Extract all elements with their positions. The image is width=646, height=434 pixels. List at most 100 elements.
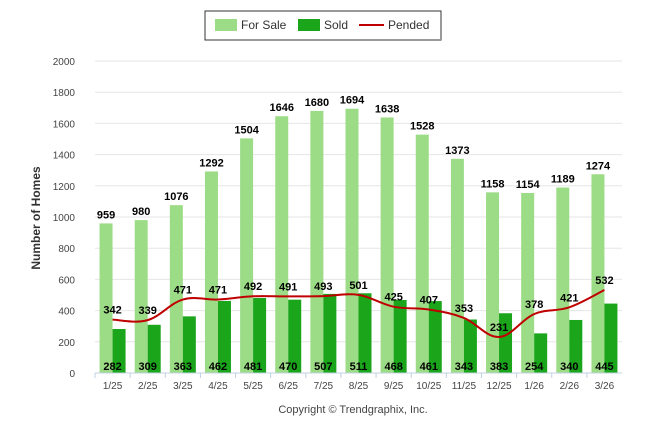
- x-tick-label: 8/25: [349, 381, 369, 392]
- data-label-pended: 492: [244, 281, 262, 293]
- bar-sold[interactable]: [112, 329, 126, 373]
- bar-sold[interactable]: [499, 313, 513, 373]
- bar-for-sale[interactable]: [556, 187, 570, 373]
- data-label-pended: 339: [139, 305, 157, 317]
- x-tick-label: 9/25: [384, 381, 404, 392]
- bar-sold[interactable]: [358, 293, 372, 373]
- bar-for-sale[interactable]: [591, 174, 605, 373]
- bar-sold[interactable]: [253, 297, 267, 373]
- y-tick-label: 400: [58, 307, 75, 318]
- legend-swatch-sold: [298, 19, 320, 31]
- bar-sold[interactable]: [288, 299, 302, 373]
- y-tick-label: 200: [58, 338, 75, 349]
- data-label-sold: 363: [174, 361, 192, 373]
- x-tick-label: 3/26: [595, 381, 615, 392]
- x-tick-label: 1/25: [103, 381, 123, 392]
- data-label-for-sale: 1274: [586, 160, 611, 172]
- data-label-for-sale: 980: [132, 206, 150, 218]
- data-label-for-sale: 1076: [164, 191, 188, 203]
- x-tick-label: 12/25: [487, 381, 512, 392]
- bar-for-sale[interactable]: [134, 220, 148, 373]
- copyright-text: Copyright © Trendgraphix, Inc.: [278, 404, 427, 416]
- data-label-for-sale: 1694: [340, 95, 365, 107]
- bar-sold[interactable]: [569, 319, 583, 373]
- y-tick-label: 1400: [53, 151, 76, 162]
- bar-for-sale[interactable]: [204, 171, 218, 373]
- legend-label-for-sale: For Sale: [241, 18, 287, 32]
- y-tick-label: 2000: [53, 57, 76, 68]
- y-tick-label: 0: [69, 369, 75, 380]
- x-tick-label: 1/26: [524, 381, 544, 392]
- data-label-sold: 507: [314, 361, 332, 373]
- bar-sold[interactable]: [217, 300, 231, 373]
- data-label-for-sale: 1504: [234, 124, 259, 136]
- x-tick-label: 6/25: [278, 381, 298, 392]
- legend-label-pended: Pended: [388, 18, 429, 32]
- data-label-pended: 532: [595, 275, 613, 287]
- y-tick-label: 600: [58, 275, 75, 286]
- bar-for-sale[interactable]: [310, 110, 324, 374]
- x-tick-label: 2/25: [138, 381, 158, 392]
- bar-for-sale[interactable]: [345, 108, 359, 374]
- legend-box: [204, 10, 442, 41]
- data-label-for-sale: 1373: [445, 145, 469, 157]
- bar-for-sale[interactable]: [380, 117, 394, 373]
- bar-for-sale[interactable]: [521, 192, 535, 373]
- data-label-sold: 254: [525, 361, 544, 373]
- data-label-for-sale: 1646: [269, 102, 293, 114]
- bar-sold[interactable]: [323, 293, 337, 373]
- data-label-pended: 421: [560, 292, 578, 304]
- bar-for-sale[interactable]: [486, 192, 500, 373]
- data-label-sold: 481: [244, 361, 262, 373]
- bar-for-sale[interactable]: [240, 138, 254, 373]
- data-label-sold: 282: [103, 361, 121, 373]
- x-tick-label: 11/25: [452, 381, 477, 392]
- bar-for-sale[interactable]: [99, 223, 113, 373]
- bar-sold[interactable]: [147, 324, 161, 373]
- line-layer: [112, 289, 605, 338]
- data-label-sold: 461: [420, 361, 438, 373]
- data-label-pended: 425: [384, 292, 402, 304]
- data-label-for-sale: 959: [97, 209, 115, 221]
- data-label-pended: 378: [525, 299, 543, 311]
- bar-sold[interactable]: [463, 319, 477, 373]
- line-pended[interactable]: [112, 289, 605, 338]
- bar-sold[interactable]: [393, 299, 407, 373]
- x-tick-label: 5/25: [243, 381, 263, 392]
- y-tick-label: 800: [58, 244, 75, 255]
- data-label-pended: 493: [314, 281, 332, 293]
- data-label-pended: 353: [455, 303, 473, 315]
- data-label-sold: 470: [279, 361, 297, 373]
- data-label-pended: 491: [279, 281, 297, 293]
- bar-for-sale[interactable]: [275, 116, 289, 373]
- data-label-for-sale: 1638: [375, 103, 399, 115]
- y-tick-label: 1000: [53, 213, 76, 224]
- x-tick-label: 7/25: [314, 381, 334, 392]
- bar-sold[interactable]: [534, 333, 548, 373]
- data-label-pended: 471: [174, 285, 192, 297]
- x-tick-label: 4/25: [208, 381, 228, 392]
- y-tick-label: 1800: [53, 88, 76, 99]
- legend[interactable]: For Sale Sold Pended: [204, 10, 442, 41]
- data-label-for-sale: 1528: [410, 121, 434, 133]
- data-label-sold: 445: [595, 361, 613, 373]
- y-tick-label: 1200: [53, 182, 76, 193]
- bar-sold[interactable]: [428, 301, 442, 373]
- data-label-sold: 340: [560, 361, 578, 373]
- bar-for-sale[interactable]: [450, 158, 464, 373]
- bar-sold[interactable]: [182, 316, 196, 373]
- bars-layer: [99, 108, 618, 374]
- labels-layer: 959 282 342 980 309 339 1076 363 471 1292 462 471 15…: [97, 95, 614, 373]
- axis-layer: 0 200 400 600 800 1000 1200 1400 1600 1800 2000 1/2…: [53, 57, 622, 392]
- data-label-sold: 309: [139, 361, 157, 373]
- data-label-for-sale: 1158: [481, 178, 505, 190]
- data-label-sold: 511: [350, 361, 368, 373]
- data-label-for-sale: 1154: [516, 179, 541, 191]
- bar-for-sale[interactable]: [169, 205, 183, 373]
- data-label-pended: 407: [420, 295, 438, 307]
- bar-sold[interactable]: [604, 303, 618, 373]
- data-label-pended: 231: [490, 322, 508, 334]
- bar-for-sale[interactable]: [415, 134, 429, 373]
